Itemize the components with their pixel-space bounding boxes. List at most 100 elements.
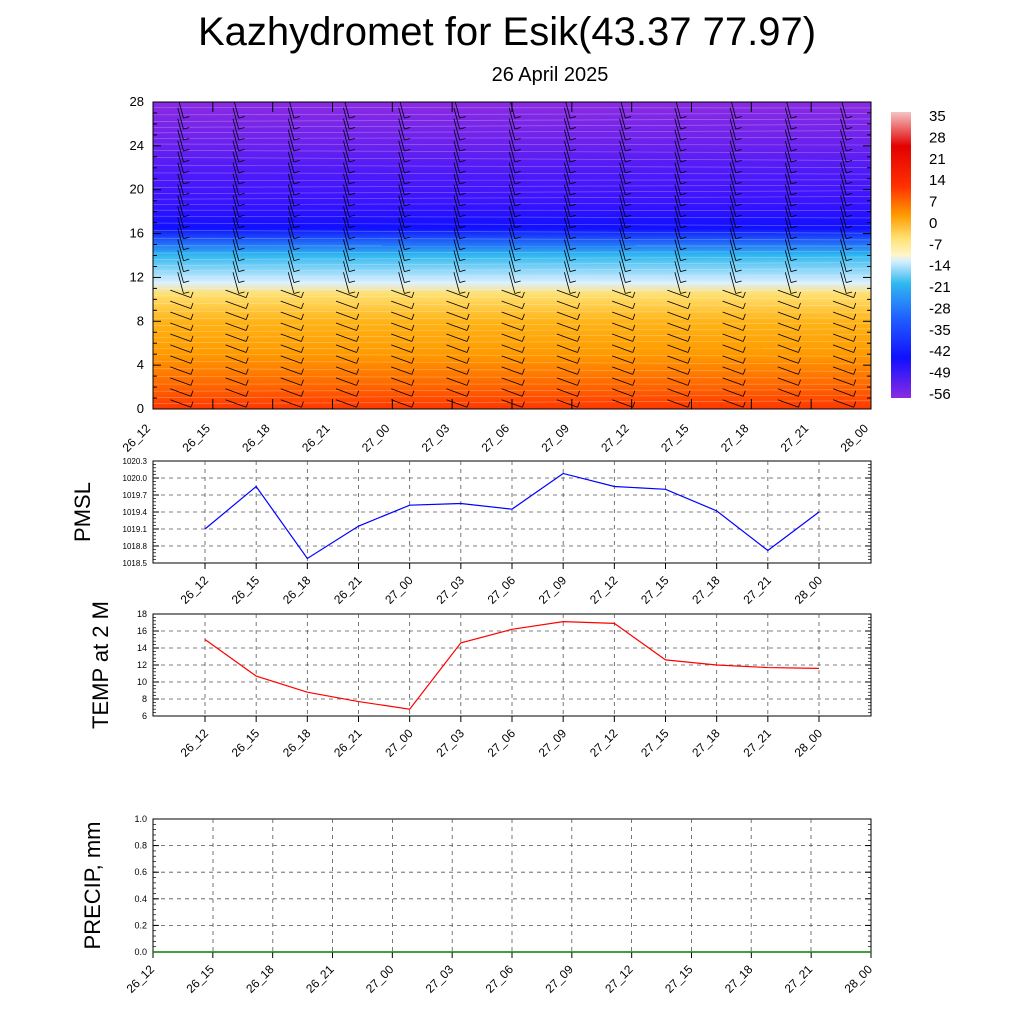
wind-barb-shaft — [840, 239, 847, 261]
wind-barb — [556, 399, 580, 408]
wind-barb-flag — [742, 302, 746, 309]
wind-barb-flag — [466, 302, 470, 309]
wind-barb-flag — [190, 346, 194, 353]
wind-barb-shaft — [343, 184, 350, 206]
contour-line — [153, 196, 871, 200]
wind-barb-flag — [514, 236, 521, 240]
wind-barb-shaft — [391, 388, 413, 397]
x-tick-label: 27_03 — [433, 726, 467, 760]
wind-barb — [177, 195, 190, 218]
wind-barb-shaft — [287, 118, 295, 141]
wind-barb — [225, 311, 249, 320]
wind-barb — [777, 366, 801, 375]
x-tick-label: 26_18 — [280, 726, 314, 760]
wind-barb-shaft — [398, 239, 405, 261]
wind-barb-shaft — [777, 333, 799, 342]
wind-barb-shaft — [391, 355, 413, 364]
wind-barb-shaft — [287, 140, 295, 163]
wind-barb-shaft — [508, 129, 516, 152]
wind-barb-flag — [846, 280, 853, 283]
wind-barb-shaft — [729, 228, 737, 250]
wind-barb-shaft — [508, 173, 516, 195]
y-tick-label: 24 — [130, 138, 144, 153]
y-tick-label: 1.0 — [134, 814, 147, 824]
wind-barb-flag — [190, 401, 194, 408]
wind-barb-shaft — [840, 272, 847, 294]
wind-barb — [508, 151, 521, 174]
x-tick-label: 27_18 — [718, 421, 752, 455]
wind-barb-shaft — [667, 399, 689, 408]
wind-barb — [287, 162, 300, 185]
wind-barb-shaft — [832, 355, 854, 364]
wind-barb-flag — [569, 258, 576, 262]
wind-barb — [177, 173, 190, 196]
wind-barb-flag — [742, 324, 746, 331]
wind-barb-flag — [846, 247, 853, 251]
wind-barb-shaft — [343, 250, 350, 272]
wind-barb-flag — [790, 291, 797, 294]
wind-barb-shaft — [508, 250, 516, 272]
wind-barb-shaft — [501, 300, 523, 309]
wind-barb-shaft — [398, 272, 405, 294]
wind-barb — [556, 388, 580, 397]
x-tick-label: 26_18 — [243, 962, 277, 996]
wind-barb — [233, 102, 245, 119]
wind-barb — [335, 399, 360, 408]
wind-barb-flag — [183, 149, 190, 152]
wind-barb-flag — [238, 127, 245, 130]
wind-barb — [619, 217, 632, 240]
wind-barb — [232, 250, 245, 272]
wind-barb-flag — [411, 335, 415, 342]
wind-barb-flag — [183, 203, 190, 207]
wind-barb-flag — [577, 291, 580, 298]
colorbar: 35 28 21 14 7 0 -7 -14 -21 -28 -35 -42 -49 -56 — [891, 108, 951, 403]
wind-barb-flag — [853, 368, 857, 375]
wind-barb — [335, 289, 360, 299]
contour-line — [153, 190, 871, 194]
wind-barb — [563, 195, 576, 218]
wind-barb-flag — [790, 214, 797, 218]
wind-barb — [832, 366, 857, 375]
wind-barb-shaft — [674, 184, 681, 206]
wind-barb — [840, 206, 853, 229]
wind-barb-flag — [625, 138, 632, 141]
wind-barb — [177, 129, 190, 152]
wind-barb — [335, 333, 360, 342]
wind-barb — [399, 102, 411, 119]
wind-barb-flag — [853, 357, 857, 364]
wind-barb-shaft — [232, 107, 240, 130]
wind-barb — [343, 118, 356, 141]
contour-line — [153, 334, 871, 338]
wind-barb-flag — [411, 313, 415, 320]
wind-barb-shaft — [611, 399, 633, 408]
wind-barb-shaft — [453, 206, 461, 228]
wind-barb-shaft — [729, 129, 737, 152]
wind-barb-flag — [687, 357, 691, 364]
contour-line — [153, 328, 871, 332]
x-tick-label: 26_21 — [303, 962, 337, 996]
wind-barb-shaft — [784, 151, 792, 174]
wind-barb-flag — [632, 390, 636, 397]
wind-barb-shaft — [398, 184, 405, 206]
wind-barb-shaft — [508, 140, 516, 163]
wind-barb-shaft — [232, 206, 240, 228]
contour-line — [153, 202, 871, 205]
wind-barb-shaft — [729, 261, 737, 283]
contour-line — [153, 256, 871, 260]
wind-barb — [453, 107, 466, 130]
wind-barb-flag — [680, 127, 687, 130]
wind-barb-flag — [404, 291, 411, 294]
x-tick-label: 27_06 — [485, 573, 519, 607]
wind-barb-flag — [625, 291, 632, 294]
wind-barb-shaft — [563, 228, 571, 250]
wind-barb — [729, 206, 742, 229]
wind-barb-shaft — [232, 217, 240, 239]
wind-barb-flag — [245, 346, 249, 353]
wind-barb — [335, 388, 360, 397]
wind-barb — [177, 118, 190, 141]
wind-barb-shaft — [398, 173, 405, 195]
wind-barb — [563, 228, 576, 251]
wind-barb — [453, 129, 466, 152]
wind-barb-shaft — [398, 228, 405, 250]
wind-barb — [453, 206, 466, 229]
